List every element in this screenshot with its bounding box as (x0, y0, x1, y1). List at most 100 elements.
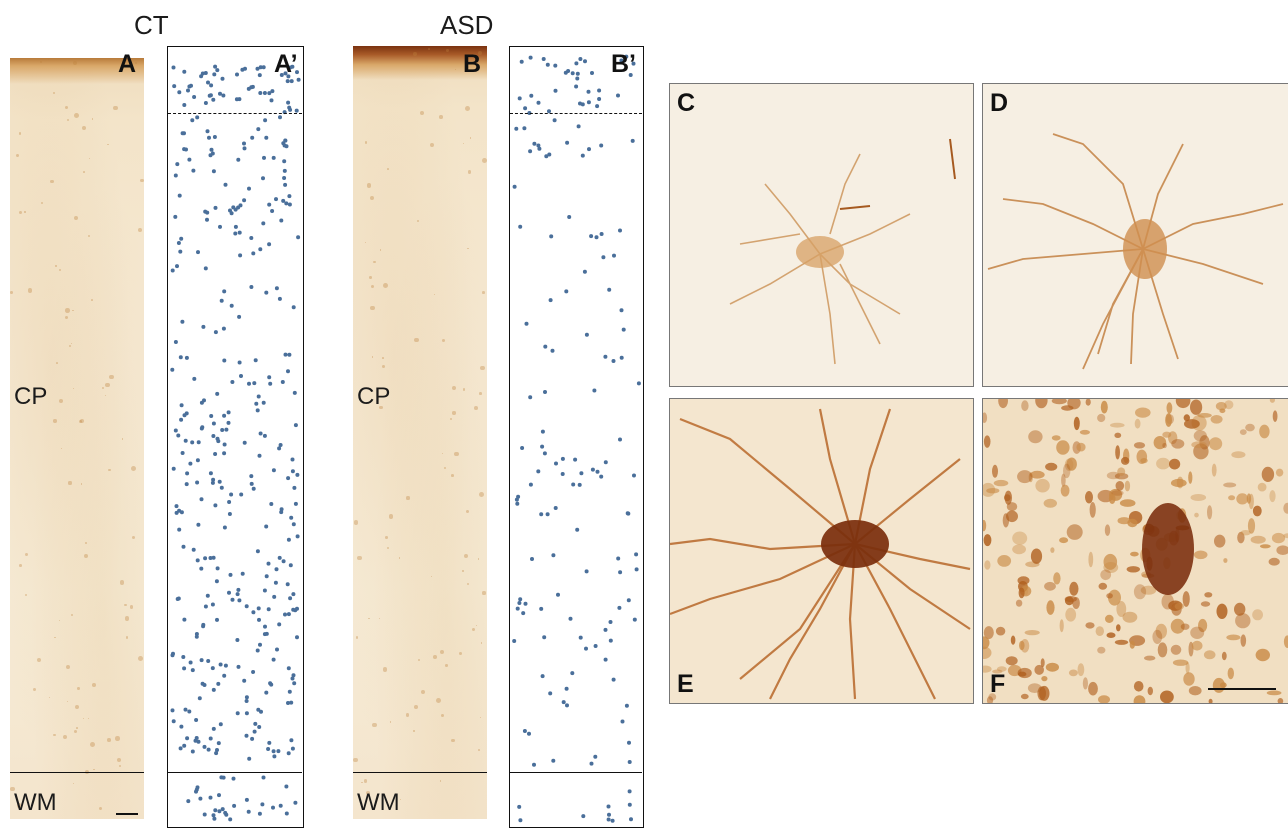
cell-dot (178, 746, 183, 751)
stain-speck (353, 757, 358, 762)
stain-speck (48, 697, 50, 699)
cell-dot (192, 95, 197, 99)
stain-granule (1045, 662, 1059, 672)
cell-dot (173, 340, 178, 344)
panel-f-astrocyte-drawing (983, 399, 1288, 703)
stain-granule (1155, 623, 1167, 639)
stain-granule (1085, 399, 1091, 406)
stain-speck (16, 803, 22, 808)
cell-dot (171, 719, 176, 724)
stain-granule (1183, 672, 1195, 686)
stain-granule (1165, 413, 1172, 427)
stain-granule (1085, 491, 1093, 504)
stain-speck (135, 61, 137, 64)
stain-granule (1045, 462, 1058, 471)
stain-granule (1207, 505, 1213, 520)
stain-granule (1175, 399, 1191, 409)
stain-granule (1024, 583, 1029, 596)
cell-dot (238, 253, 243, 258)
cell-dot (258, 247, 263, 252)
cell-dot (292, 681, 297, 686)
stain-granule (1152, 629, 1163, 644)
cell-dot (271, 155, 276, 160)
stain-speck (88, 718, 90, 720)
cell-dot (232, 803, 237, 808)
cell-dot (211, 97, 216, 102)
stain-granule (998, 399, 1008, 409)
stain-granule (1266, 690, 1282, 696)
stain-granule (1259, 544, 1271, 549)
cell-dot (580, 153, 585, 158)
cell-dot (294, 108, 299, 113)
panel-a-prime-dot-map (167, 46, 304, 828)
cell-dot (575, 71, 580, 76)
cell-dot (279, 73, 284, 77)
cell-dot (182, 69, 187, 74)
stain-speck (474, 406, 479, 411)
stain-granule (1122, 611, 1138, 623)
stain-speck (373, 260, 376, 264)
cell-dot (202, 812, 207, 817)
cell-dot (619, 355, 624, 360)
stain-granule (1117, 467, 1126, 476)
stain-speck (16, 154, 20, 158)
cell-dot (543, 344, 548, 349)
stain-granule (1106, 632, 1116, 638)
cell-dot (599, 474, 604, 479)
cell-dot (203, 604, 208, 609)
cell-dot (176, 241, 181, 245)
stain-granule (1240, 634, 1247, 647)
stain-speck (101, 386, 104, 389)
cell-dot (620, 719, 625, 724)
stain-granule (1121, 456, 1130, 465)
stain-granule (1068, 669, 1078, 677)
cell-dot (222, 442, 227, 447)
stain-speck (430, 575, 432, 577)
cell-dot (295, 534, 300, 539)
stain-speck (433, 655, 438, 659)
cell-dot (512, 639, 517, 643)
cell-dot (293, 423, 298, 428)
stain-speck (70, 613, 74, 617)
cell-dot (255, 648, 260, 653)
cell-dot (171, 651, 175, 656)
cell-dot (190, 749, 195, 754)
stain-granule (1059, 537, 1069, 544)
stain-granule (1169, 458, 1181, 470)
cell-dot (523, 601, 528, 606)
stain-granule (1174, 602, 1184, 610)
cell-dot (177, 193, 182, 198)
cell-dot (536, 469, 541, 474)
stain-granule (983, 435, 991, 448)
stain-speck (406, 713, 410, 717)
stain-granule (1098, 695, 1110, 703)
stain-speck (72, 60, 78, 66)
cell-dot (213, 503, 218, 508)
cell-dot (624, 703, 629, 708)
cell-dot (626, 511, 631, 516)
stain-speck (88, 158, 90, 160)
cell-dot (244, 699, 249, 703)
cell-dot (599, 232, 604, 236)
stain-granule (1103, 553, 1118, 570)
stain-granule (1051, 399, 1067, 405)
cell-dot (222, 358, 227, 363)
cell-dot (187, 157, 192, 162)
cell-dot (180, 131, 185, 136)
cell-dot (293, 501, 298, 506)
stain-granule (1236, 493, 1249, 505)
cell-dot (217, 793, 221, 798)
cell-dot (273, 580, 278, 585)
stain-granule (1051, 435, 1061, 441)
panel-c-micrograph (669, 83, 974, 387)
cell-dot (550, 348, 555, 353)
stain-granule (1144, 655, 1156, 661)
stain-speck (475, 624, 477, 626)
panel-a-label: A (118, 50, 137, 78)
stain-speck (98, 806, 102, 810)
stain-speck (372, 722, 377, 728)
cell-dot (196, 440, 201, 445)
cell-dot (262, 588, 267, 593)
cell-dot (517, 804, 522, 809)
cell-dot (186, 799, 191, 804)
